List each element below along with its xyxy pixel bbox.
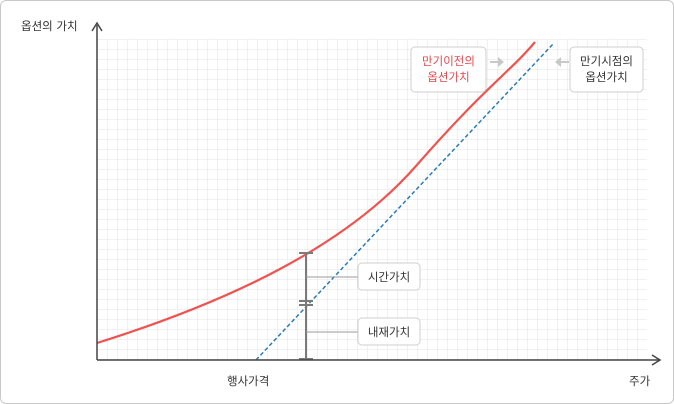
at-expiry-label-line1: 만기시점의 [580,54,633,68]
before-expiry-callout: 만기이전의 옵션가치 [410,46,504,93]
grid-background [97,39,647,360]
intrinsic-value-label: 내재가치 [368,325,410,339]
x-axis-arrow-icon [651,354,662,366]
before-expiry-label-line2: 옵션가치 [427,70,469,84]
x-axis-label: 주가 [629,374,651,388]
strike-price-label: 행사가격 [227,374,269,388]
arrow-left-icon [555,57,569,67]
at-expiry-callout: 만기시점의 옵션가치 [555,46,644,93]
at-expiry-label-line2: 옵션가치 [585,70,627,84]
before-expiry-value-curve [96,41,536,345]
time-value-callout: 시간가치 [357,262,421,291]
before-expiry-label-line1: 만기이전의 [422,54,475,68]
y-axis-arrow-icon [91,21,103,32]
time-value-label: 시간가치 [368,270,410,284]
arrow-right-icon [490,57,504,67]
y-axis-label: 옵션의 가치 [21,19,78,33]
intrinsic-value-callout: 내재가치 [357,317,421,346]
value-bracket [299,252,358,360]
axes [91,21,662,366]
